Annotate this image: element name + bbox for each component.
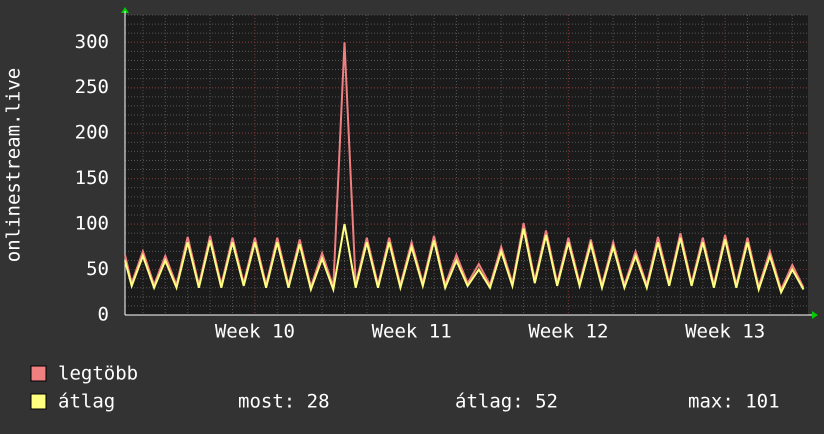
legend-stat: átlag: 52 xyxy=(455,391,558,413)
legend-label: legtöbb xyxy=(58,363,138,385)
y-tick-label: 0 xyxy=(98,304,109,326)
axis-arrow xyxy=(812,311,818,319)
axis-arrow xyxy=(121,7,129,13)
y-tick-label: 150 xyxy=(75,167,109,189)
legend-stat: max: 101 xyxy=(688,391,780,413)
x-tick-label: Week 10 xyxy=(215,321,295,343)
y-tick-label: 250 xyxy=(75,76,109,98)
y-tick-label: 300 xyxy=(75,31,109,53)
legend-swatch xyxy=(30,365,47,382)
y-tick-label: 100 xyxy=(75,213,109,235)
legend-swatch xyxy=(30,393,47,410)
x-tick-label: Week 12 xyxy=(528,321,608,343)
y-tick-label: 50 xyxy=(86,258,109,280)
legend-stat: most: 28 xyxy=(238,391,330,413)
y-axis-label: onlinestream.live xyxy=(3,68,25,262)
x-tick-label: Week 13 xyxy=(685,321,765,343)
legend-label: átlag xyxy=(58,391,115,413)
y-tick-label: 200 xyxy=(75,122,109,144)
x-tick-label: Week 11 xyxy=(372,321,452,343)
series-line xyxy=(124,223,805,296)
